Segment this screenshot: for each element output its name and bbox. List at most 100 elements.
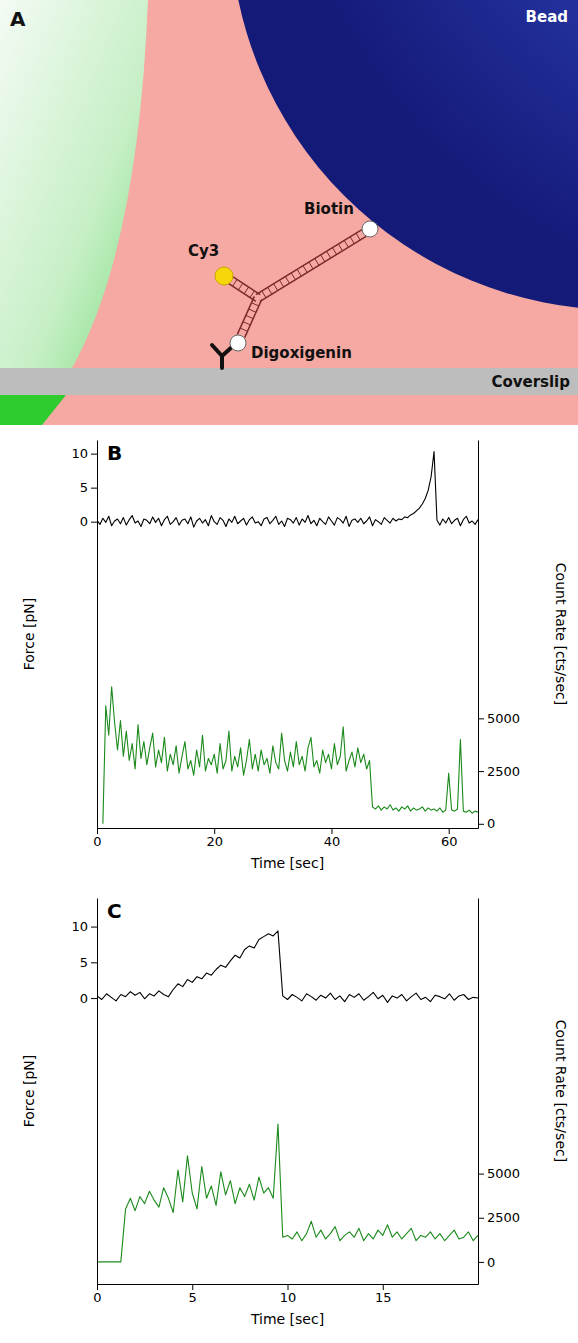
base-pair xyxy=(285,277,289,284)
base-pair xyxy=(246,315,253,318)
axis: 0 5 10 xyxy=(71,441,97,829)
tick-label: 20 xyxy=(206,834,223,849)
tick-label: 0 xyxy=(487,816,495,831)
chart: 02040600510025005000BTime [sec]Force [pN… xyxy=(21,441,569,872)
base-pair xyxy=(350,237,354,244)
tick-label: 0 xyxy=(80,991,88,1006)
panel-label: A xyxy=(10,7,26,31)
axis-line xyxy=(97,441,98,829)
base-pair xyxy=(252,303,259,306)
axis-title: Count Rate [cts/sec] xyxy=(553,563,569,705)
line xyxy=(103,687,478,824)
tick: 5 xyxy=(80,480,97,495)
axis: 0 5 10 xyxy=(71,899,97,1285)
panel-label: C xyxy=(107,899,122,923)
base-pair xyxy=(279,280,283,287)
dna-strand xyxy=(256,230,362,295)
base-pair xyxy=(332,248,336,255)
tick-mark xyxy=(97,1284,98,1290)
dna-strand xyxy=(260,236,366,301)
diagram-body xyxy=(0,0,578,425)
tick-label: 0 xyxy=(80,514,88,529)
line xyxy=(97,931,478,1002)
tick: 10 xyxy=(71,446,97,461)
tick: 5 xyxy=(189,1284,197,1305)
panel-label: B xyxy=(107,441,122,465)
chart: 0510150510025005000CTime [sec]Force [pN]… xyxy=(21,899,569,1328)
tick-label: 2500 xyxy=(487,764,520,779)
plot-area xyxy=(97,931,478,1262)
tick: 5000 xyxy=(478,1166,520,1181)
base-pair xyxy=(238,283,242,290)
tick: 2500 xyxy=(478,764,520,779)
base-pair xyxy=(303,266,307,273)
base-pair xyxy=(240,328,247,331)
axis-line xyxy=(478,441,479,829)
tick: 10 xyxy=(280,1284,297,1305)
coverslip xyxy=(0,368,578,395)
tick: 0 xyxy=(93,1284,101,1305)
tick-label: 5 xyxy=(80,955,88,970)
tick-mark xyxy=(91,454,97,455)
axis-title: Time [sec] xyxy=(250,855,324,871)
digoxigenin xyxy=(230,335,246,351)
tick-label: 60 xyxy=(441,834,458,849)
base-pair xyxy=(274,284,278,291)
tick-mark xyxy=(383,1284,384,1290)
tick-mark xyxy=(91,927,97,928)
axis-line xyxy=(478,899,479,1285)
base-pair xyxy=(344,240,348,247)
axis: 0 20 40 60 xyxy=(93,828,478,849)
tick-label: 0 xyxy=(93,834,101,849)
tick-label: 0 xyxy=(487,1255,495,1270)
base-pair xyxy=(321,255,325,262)
tick: 40 xyxy=(324,828,341,849)
tick-label: 0 xyxy=(93,1290,101,1305)
figure: ABeadBiotinCy3DigoxigeninCoverslip020406… xyxy=(0,0,578,1343)
tick-mark xyxy=(478,1218,484,1219)
tick: 60 xyxy=(441,828,458,849)
tick-label: 15 xyxy=(375,1290,392,1305)
tick-mark xyxy=(478,718,484,719)
tick: 0 xyxy=(80,991,97,1006)
tick-label: 5000 xyxy=(487,711,520,726)
base-pair xyxy=(338,244,342,251)
axis-line xyxy=(97,899,98,1285)
label: Bead xyxy=(526,8,568,26)
dna-arm xyxy=(237,296,261,337)
base-pair xyxy=(268,287,272,294)
tick: 5000 xyxy=(478,711,520,726)
label: Cy3 xyxy=(188,242,219,260)
tick: 20 xyxy=(206,828,223,849)
tick-mark xyxy=(478,771,484,772)
tick-mark xyxy=(478,1262,484,1263)
dna-strand xyxy=(237,296,254,334)
plot-area xyxy=(97,452,478,824)
tick-mark xyxy=(91,488,97,489)
tick-label: 10 xyxy=(71,446,88,461)
tick: 5 xyxy=(80,955,97,970)
tick-mark xyxy=(331,828,332,834)
excitation-region xyxy=(0,0,148,368)
tick-mark xyxy=(449,828,450,834)
base-pair xyxy=(291,273,295,280)
biotin xyxy=(362,221,378,237)
tick-mark xyxy=(91,962,97,963)
tick-mark xyxy=(97,828,98,834)
label: Biotin xyxy=(304,200,354,218)
base-pair xyxy=(249,309,256,312)
base-pair xyxy=(243,322,250,325)
tick-mark xyxy=(214,828,215,834)
tick: 0 xyxy=(478,1255,495,1270)
base-pair xyxy=(262,291,266,298)
dna-strand xyxy=(231,276,260,295)
excitation-beam xyxy=(0,395,66,425)
base-pair xyxy=(327,251,331,258)
dna-arm xyxy=(256,230,366,302)
base-pair xyxy=(356,233,360,240)
antibody xyxy=(212,345,233,368)
tick: 0 xyxy=(93,828,101,849)
axis: 0 2500 5000 xyxy=(478,441,520,832)
tick-label: 5000 xyxy=(487,1166,520,1181)
tick: 10 xyxy=(71,919,97,934)
